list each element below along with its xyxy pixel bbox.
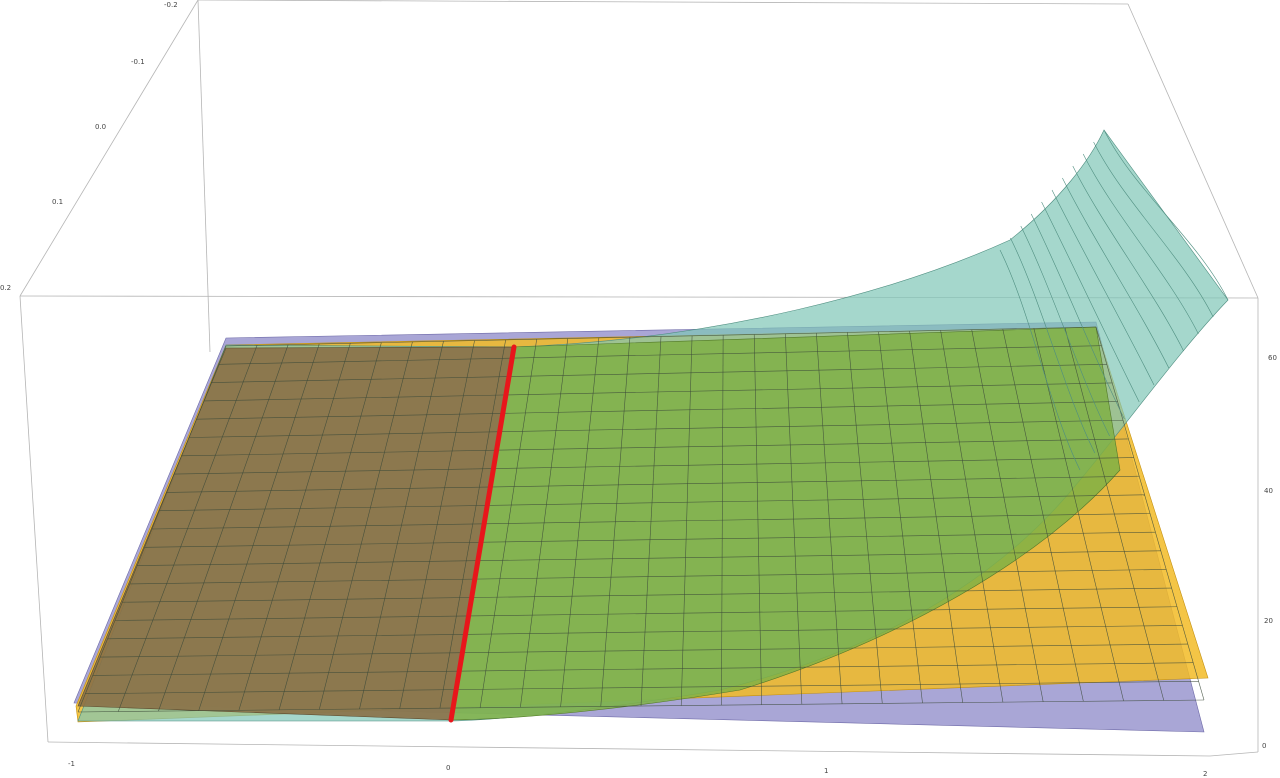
z-tick-label: 20	[1264, 617, 1273, 625]
box-edge	[19, 295, 49, 743]
intersection-curve	[448, 344, 517, 723]
mesh-line	[1010, 237, 1096, 454]
mesh-line	[92, 662, 1194, 676]
surface-mesh	[77, 129, 1229, 713]
mesh-line	[107, 625, 1183, 640]
mesh-line	[203, 382, 1113, 402]
mesh-line	[129, 569, 1167, 585]
mesh-line	[85, 681, 1199, 694]
mesh-line	[1093, 141, 1214, 318]
y-tick-label: -0.2	[164, 1, 178, 9]
x-tick-label: 1	[824, 767, 828, 775]
y-tick-label: 0.0	[95, 123, 106, 131]
mesh-line	[1082, 153, 1199, 335]
mesh-line	[181, 438, 1129, 457]
z-tick-label: 40	[1264, 487, 1273, 495]
mesh-line	[1072, 165, 1184, 352]
mesh-line	[1030, 213, 1125, 420]
mesh-line	[218, 345, 1102, 365]
mesh-line	[196, 401, 1118, 420]
box-edge	[1209, 751, 1259, 757]
mesh-line	[122, 587, 1172, 603]
box-edge	[1127, 3, 1259, 299]
bounding-box	[19, 0, 1259, 757]
mesh-line	[1103, 129, 1229, 301]
y-tick-label: -0.1	[131, 58, 145, 66]
box-edge	[197, 0, 211, 353]
right-overlap-region	[451, 326, 1121, 721]
mesh-line	[225, 326, 1097, 347]
y-tick-label: 0.1	[52, 198, 63, 206]
mesh-line	[151, 513, 1151, 530]
mesh-line	[166, 475, 1140, 493]
z-tick-label: 0	[1262, 742, 1266, 750]
mesh-line	[137, 550, 1161, 566]
mesh-line	[114, 606, 1178, 621]
mesh-line	[1020, 225, 1110, 437]
box-edge	[47, 741, 1211, 757]
left-overlap-region	[77, 346, 513, 721]
z-tick-label: 60	[1268, 354, 1277, 362]
mesh-line	[77, 699, 1205, 713]
x-tick-label: -1	[68, 760, 75, 768]
mesh-line	[174, 457, 1134, 475]
mesh-line	[211, 364, 1107, 383]
right-overlap-face	[451, 326, 1121, 721]
y-tick-label: 0.2	[0, 284, 11, 292]
mesh-line	[999, 249, 1081, 471]
mesh-line	[144, 531, 1156, 548]
mesh-line	[159, 494, 1145, 511]
mesh-line	[1062, 177, 1170, 369]
x-tick-label: 2	[1203, 770, 1207, 778]
box-edge	[19, 0, 199, 297]
box-edge	[197, 0, 1129, 5]
mesh-line	[100, 643, 1188, 658]
mesh-line	[188, 419, 1124, 438]
x-tick-label: 0	[446, 764, 450, 772]
mesh-line	[1051, 189, 1155, 386]
mesh-line	[1041, 201, 1140, 403]
left-overlap-face	[77, 346, 513, 721]
